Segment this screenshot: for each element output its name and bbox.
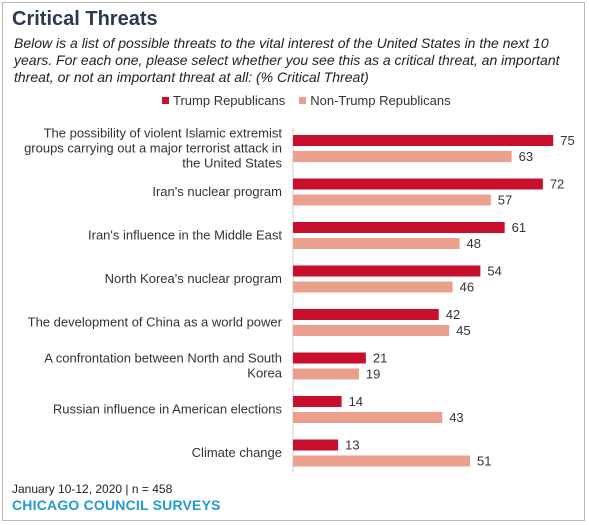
bar-non-trump-republicans — [293, 238, 460, 249]
bar-trump-republicans — [293, 396, 342, 407]
category-label-line: Russian influence in American elections — [53, 402, 283, 417]
bar-non-trump-republicans — [293, 412, 443, 423]
legend-label-trump: Trump Republicans — [173, 93, 286, 108]
data-label-trump-republicans: 54 — [487, 264, 501, 279]
bar-non-trump-republicans — [293, 151, 512, 162]
category-label-line: The possibility of violent Islamic extre… — [44, 126, 283, 141]
bar-trump-republicans — [293, 309, 439, 320]
category-label-line: Korea — [247, 366, 282, 381]
data-label-non-trump-republicans: 63 — [519, 149, 533, 164]
data-label-non-trump-republicans: 46 — [460, 280, 474, 295]
category-label-line: Climate change — [192, 445, 282, 460]
data-label-non-trump-republicans: 43 — [449, 410, 463, 425]
bar-trump-republicans — [293, 439, 339, 451]
bar-non-trump-republicans — [293, 281, 453, 293]
footer-note: January 10-12, 2020 | n = 458 — [12, 482, 173, 496]
bar-non-trump-republicans — [293, 325, 450, 336]
data-label-trump-republicans: 72 — [550, 177, 564, 192]
chart-title: Critical Threats — [12, 8, 158, 30]
category-label-line: The development of China as a world powe… — [28, 315, 283, 330]
data-label-trump-republicans: 42 — [446, 307, 460, 322]
category-label-line: North Korea's nuclear program — [105, 271, 282, 286]
footer-brand: CHICAGO COUNCIL SURVEYS — [12, 497, 221, 513]
category-label: Iran's influence in the Middle East — [88, 228, 282, 243]
legend-swatch-non-trump — [299, 97, 307, 104]
data-label-non-trump-republicans: 57 — [498, 193, 512, 208]
bar-non-trump-republicans — [293, 455, 470, 467]
bar-chart: The possibility of violent Islamic extre… — [24, 126, 575, 473]
data-label-trump-republicans: 75 — [560, 133, 574, 148]
category-label: The possibility of violent Islamic extre… — [24, 126, 282, 171]
legend: Trump Republicans Non-Trump Republicans — [162, 93, 451, 108]
category-label-line: Iran's nuclear program — [152, 184, 282, 199]
category-label-line: groups carrying out a major terrorist at… — [24, 141, 282, 156]
data-label-trump-republicans: 61 — [512, 220, 526, 235]
data-label-non-trump-republicans: 19 — [366, 367, 380, 382]
data-label-trump-republicans: 14 — [349, 394, 363, 409]
category-label: The development of China as a world powe… — [28, 315, 283, 330]
data-label-non-trump-republicans: 51 — [477, 454, 491, 469]
chart-frame — [2, 2, 585, 521]
bar-trump-republicans — [293, 222, 505, 233]
legend-item-trump: Trump Republicans — [162, 93, 285, 108]
legend-swatch-trump — [162, 97, 169, 104]
bar-trump-republicans — [293, 265, 481, 277]
category-label: Climate change — [192, 445, 282, 460]
bar-non-trump-republicans — [293, 368, 359, 380]
bar-trump-republicans — [293, 178, 543, 190]
legend-label-non-trump: Non-Trump Republicans — [310, 93, 451, 108]
data-label-non-trump-republicans: 48 — [467, 236, 481, 251]
category-label: A confrontation between North and South K… — [44, 351, 283, 381]
category-label-line: the United States — [182, 156, 282, 171]
data-label-trump-republicans: 13 — [345, 438, 359, 453]
category-label: Iran's nuclear program — [152, 184, 282, 199]
category-label: North Korea's nuclear program — [105, 271, 282, 286]
chart-subtitle: Below is a list of possible threats to t… — [14, 35, 560, 85]
category-label-line: Iran's influence in the Middle East — [88, 228, 282, 243]
bar-non-trump-republicans — [293, 194, 491, 206]
legend-item-non-trump: Non-Trump Republicans — [299, 93, 451, 108]
category-label: Russian influence in American elections — [53, 402, 283, 417]
data-label-trump-republicans: 21 — [373, 351, 387, 366]
category-label-line: A confrontation between North and South — [44, 351, 282, 366]
bar-trump-republicans — [293, 135, 554, 146]
bar-trump-republicans — [293, 352, 366, 364]
data-label-non-trump-republicans: 45 — [456, 323, 470, 338]
